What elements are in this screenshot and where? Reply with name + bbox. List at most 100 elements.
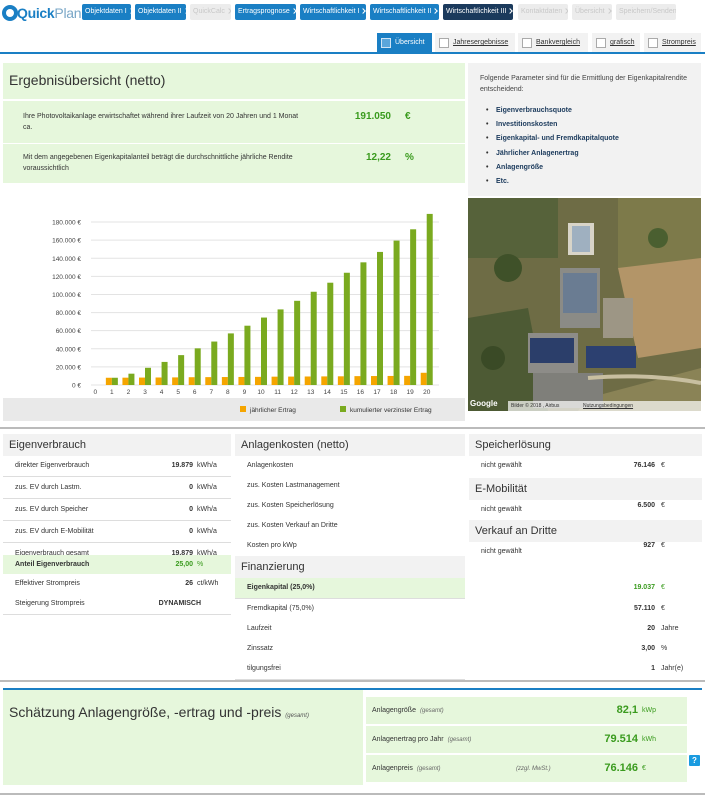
x-tick-label: 6 (193, 389, 197, 396)
ak-row: Anlagenkosten 76.146 € (235, 456, 665, 476)
row-label: Eigenkapital (25,0%) (247, 584, 315, 591)
step-4[interactable]: Ertragsprognose (235, 4, 296, 20)
info-item: Jährlicher Anlagenertrag (486, 147, 619, 161)
tab-label: Strompreis (662, 39, 696, 46)
step-2[interactable]: Objektdaten II (135, 4, 186, 20)
x-tick-label: 9 (243, 389, 247, 396)
step-label: Kontaktdaten (521, 8, 563, 15)
x-tick-label: 15 (340, 389, 348, 396)
chevron-right-icon (432, 8, 439, 14)
estimate-row: Anlagenpreis (gesamt) (zzgl. MwSt.) 76.146 € (366, 755, 687, 782)
step-label: Wirtschaftlichkeit III (446, 8, 507, 15)
x-tick-label: 3 (143, 389, 147, 396)
step-6[interactable]: Wirtschaftlichkeit II (370, 4, 439, 20)
ev-steigerung-row: Steigerung Strompreis DYNAMISCH (3, 594, 231, 614)
satellite-map[interactable]: Google Bilder © 2018 , Airbus Nutzungsbe… (468, 198, 701, 411)
estimate-label-text: Anlagengröße (372, 707, 416, 714)
y-tick-label: 60.000 € (56, 328, 82, 335)
tab-4[interactable]: grafisch (592, 33, 640, 53)
row-value: 19.037 (633, 584, 655, 591)
bar-annual (122, 377, 129, 385)
chevron-right-icon (605, 8, 612, 14)
row-unit: Jahr(e) (661, 665, 684, 672)
chevron-right-icon (127, 8, 131, 14)
row-unit: % (661, 645, 668, 652)
chevron-right-icon (182, 8, 186, 14)
summary-title: Ergebnisübersicht (netto) (9, 72, 166, 88)
bar-annual (105, 377, 112, 385)
info-item: Eigenkapital- und Fremdkapitalquote (486, 132, 619, 146)
step-1[interactable]: Objektdaten I (82, 4, 131, 20)
chevron-right-icon (507, 8, 513, 14)
row-label: tilgungsfrei (247, 665, 281, 672)
row-unit: € (661, 542, 665, 549)
map-terms-link[interactable]: Nutzungsbedingungen (583, 403, 634, 409)
row-label: zus. Kosten Verkauf an Dritte (247, 522, 338, 529)
logo-main: Quick (17, 5, 55, 21)
step-10: Speichern/Senden (616, 4, 676, 20)
tab-label: Übersicht (395, 39, 425, 46)
x-tick-label: 1 (110, 389, 114, 396)
google-logo: Google (470, 399, 498, 408)
tab-label: Jahresergebnisse (453, 39, 509, 46)
right-panel-title: E-Mobilität (469, 478, 702, 500)
row-unit: kWh/a (197, 484, 217, 491)
fin-row: Fremdkapital (75,0%) 57.110 € (235, 599, 665, 619)
y-tick-label: 120.000 € (52, 274, 81, 281)
row-label: Zinssatz (247, 645, 274, 652)
y-tick-label: 160.000 € (52, 238, 81, 245)
x-tick-label: 20 (423, 389, 431, 396)
estimate-row: Anlagenertrag pro Jahr (gesamt) 79.514 kWh (366, 726, 687, 753)
step-5[interactable]: Wirtschaftlichkeit I (300, 4, 366, 20)
step-9: Übersicht (572, 4, 612, 20)
row-value: 0 (189, 528, 193, 535)
result-tabs: Übersicht Jahresergebnisse Bankvergleich gr… (0, 33, 705, 53)
x-tick-label: 4 (160, 389, 164, 396)
x-tick-label: 12 (291, 389, 299, 396)
x-tick-label: 11 (274, 389, 281, 396)
row-unit: € (661, 462, 665, 469)
row-label: zus. EV durch Lastm. (15, 484, 82, 491)
overview-icon (381, 38, 391, 48)
bar-annual (188, 377, 195, 385)
fin-ek-row: Eigenkapital (25,0%) 19.037 € (235, 578, 665, 598)
tab-3[interactable]: Bankvergleich (518, 33, 588, 53)
bar-cumulative (111, 377, 118, 385)
help-button[interactable]: ? (689, 755, 700, 766)
y-tick-label: 180.000 € (52, 220, 81, 227)
row-label: Kosten pro kWp (247, 542, 297, 549)
quickplan-logo[interactable]: QuickPlan (2, 4, 82, 22)
step-label: Übersicht (575, 8, 605, 15)
y-tick-label: 140.000 € (52, 256, 81, 263)
x-tick-label: 16 (357, 389, 365, 396)
row-label: zus. Kosten Speicherlösung (247, 502, 334, 509)
bar-annual (304, 376, 311, 385)
estimate-label: Anlagenertrag pro Jahr (gesamt) (372, 736, 471, 743)
estimate-row: Anlagengröße (gesamt) 82,1 kWp (366, 697, 687, 724)
right-panel-title: Speicherlösung (469, 434, 702, 456)
bar-cumulative (343, 272, 350, 385)
map-attribution: Bilder © 2018 , Airbus (511, 403, 560, 409)
info-item: Eigenverbrauchsquote (486, 104, 619, 118)
tab-2[interactable]: Jahresergebnisse (435, 33, 515, 53)
row-label: Effektiver Strompreis (15, 580, 80, 587)
anlagenkosten-title: Anlagenkosten (netto) (235, 434, 465, 456)
row-divider (3, 614, 231, 615)
bar-annual (221, 377, 228, 385)
finanzierung-title: Finanzierung (235, 556, 465, 578)
row-unit: kWh/a (197, 506, 217, 513)
estimate-unit: kWh (642, 736, 656, 743)
summary-return-text: Mit dem angegebenen Eigenkapitalanteil b… (23, 154, 293, 172)
tab-5[interactable]: Strompreis (644, 33, 701, 53)
step-7[interactable]: Wirtschaftlichkeit III (443, 4, 513, 20)
row-value: 927 (643, 542, 655, 549)
summary-panel: Ergebnisübersicht (netto) Ihre Photovolt… (3, 63, 465, 183)
bar-cumulative (426, 213, 433, 385)
top-navigation: QuickPlan Objektdaten I Objektdaten II Qui… (0, 0, 705, 26)
bar-cumulative (211, 341, 218, 385)
tab-1[interactable]: Übersicht (377, 33, 432, 53)
row-unit: € (661, 584, 665, 591)
row-label: direkter Eigenverbrauch (15, 462, 90, 469)
row-value: 0 (189, 506, 193, 513)
row-divider (3, 498, 231, 499)
